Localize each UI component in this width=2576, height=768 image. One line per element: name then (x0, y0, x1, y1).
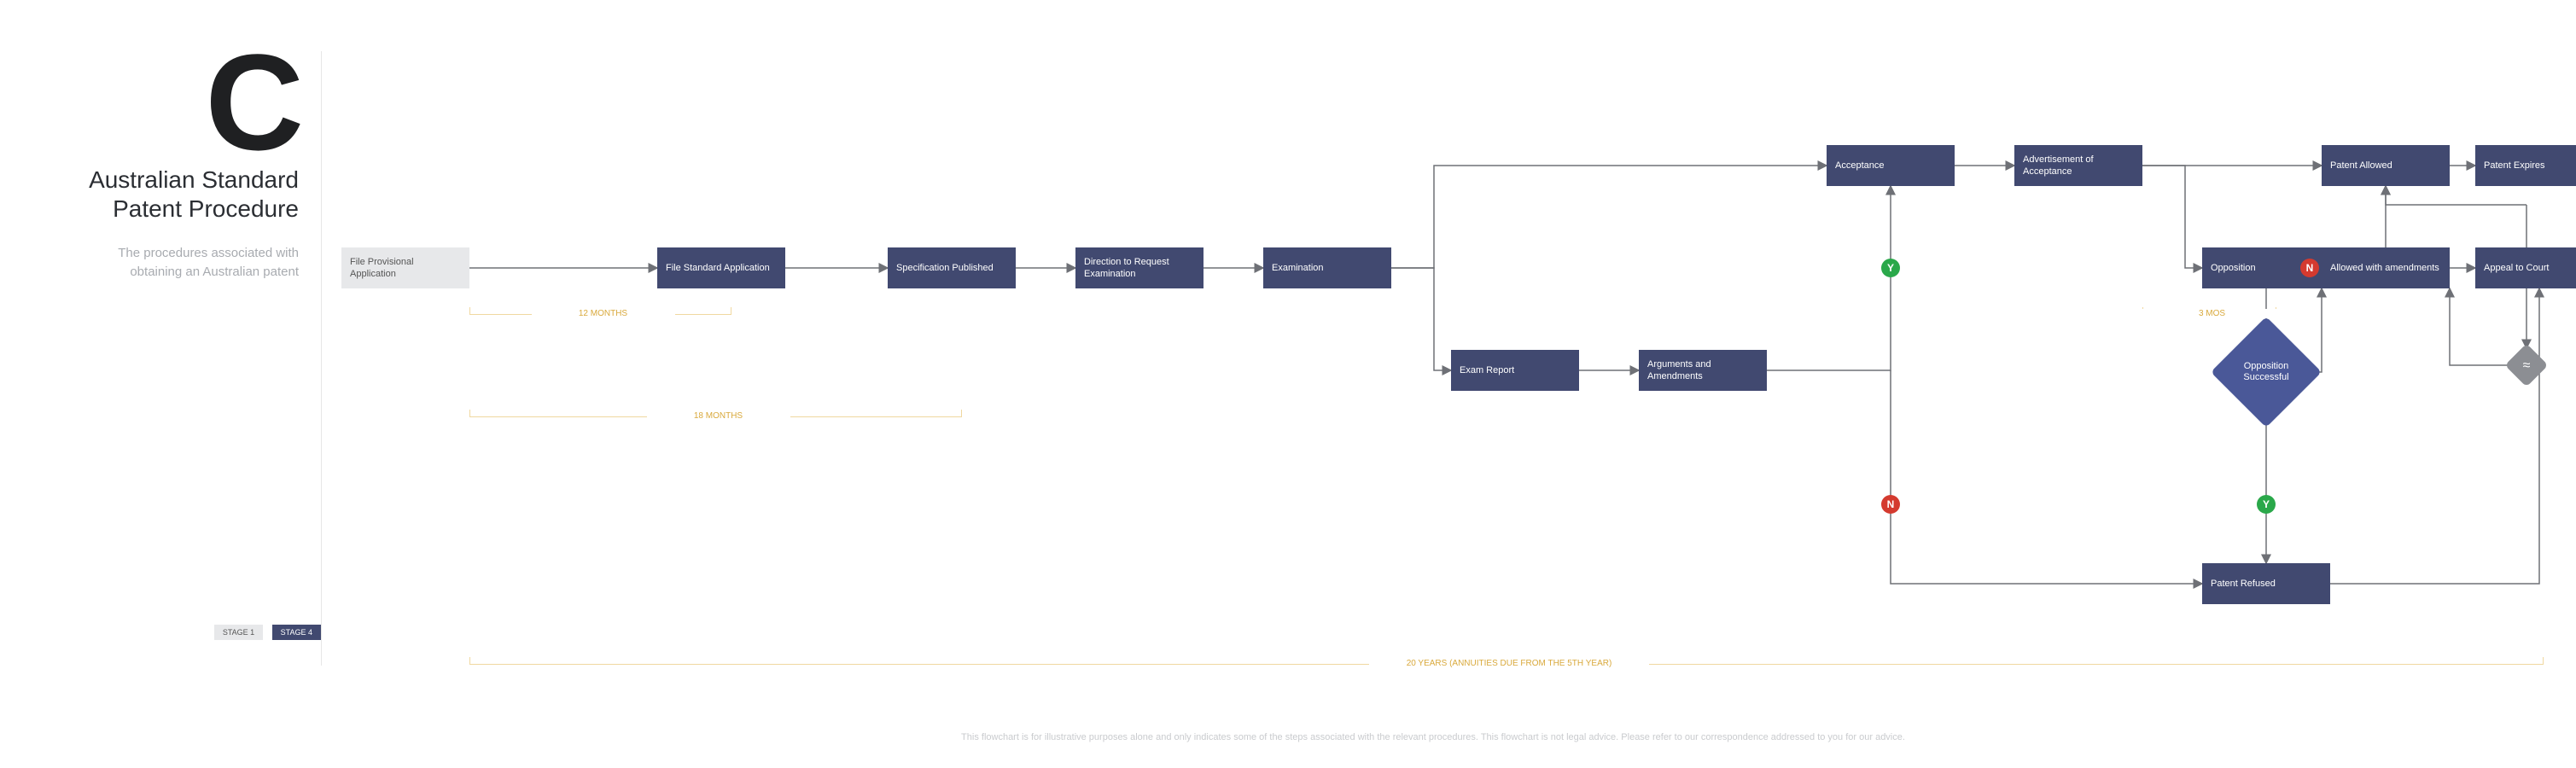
arrow-approx-back (2450, 288, 2511, 365)
disclaimer: This flowchart is for illustrative purpo… (341, 732, 2525, 742)
page-description: The procedures associated with obtaining… (77, 244, 299, 282)
timeline-label-t3: 3 MOS (2141, 309, 2284, 318)
section-letter: C (77, 51, 299, 154)
decision-d1: Opposition Successful (2227, 333, 2305, 411)
timeline-label-t1: 12 MONTHS (532, 309, 675, 318)
legend-stage1: STAGE 1 (214, 625, 263, 640)
flow-node-n15: Patent Refused (2202, 563, 2330, 604)
decision-badge-b3: Y (2257, 495, 2276, 514)
legend-stage4: STAGE 4 (272, 625, 321, 640)
flow-node-n3: Specification Published (888, 247, 1016, 288)
arrow-appeal-to-allowed (2386, 186, 2526, 205)
flow-node-n4: Direction to Request Examination (1075, 247, 1203, 288)
decision-d2: ≈ (2511, 350, 2542, 381)
connector-layer (0, 0, 2576, 768)
flow-node-n8: Acceptance (1827, 145, 1955, 186)
flow-node-n7: Arguments and Amendments (1639, 350, 1767, 391)
decision-badge-b2: N (1881, 495, 1900, 514)
flow-node-n6: Exam Report (1451, 350, 1579, 391)
arrow-adv-to-opposition (2142, 166, 2202, 268)
flow-node-n12: Patent Allowed (2322, 145, 2450, 186)
flow-node-n2: File Standard Application (657, 247, 785, 288)
sidebar: C Australian Standard Patent Procedure T… (77, 51, 322, 666)
flow-node-n9: Advertisement of Acceptance (2014, 145, 2142, 186)
decision-badge-b1: Y (1881, 259, 1900, 277)
page: C Australian Standard Patent Procedure T… (0, 0, 2576, 768)
flow-node-n11: Allowed with amendments (2322, 247, 2450, 288)
page-title: Australian Standard Patent Procedure (77, 166, 299, 224)
flow-node-n1: File Provisional Application (341, 247, 469, 288)
decision-badge-b4: N (2300, 259, 2319, 277)
timeline-label-t4: 20 YEARS (ANNUITIES DUE FROM THE 5TH YEA… (1369, 659, 1649, 668)
flow-node-n5: Examination (1263, 247, 1391, 288)
flow-node-n14: Appeal to Court (2475, 247, 2576, 288)
legend: STAGE 1 STAGE 4 (209, 624, 321, 640)
timeline-label-t2: 18 MONTHS (647, 411, 790, 421)
flow-node-n13: Patent Expires (2475, 145, 2576, 186)
